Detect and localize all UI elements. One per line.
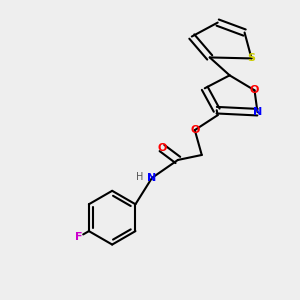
Text: H: H — [136, 172, 143, 182]
Text: N: N — [253, 107, 262, 117]
Text: N: N — [147, 173, 157, 183]
Text: O: O — [250, 85, 259, 95]
Text: O: O — [157, 143, 167, 153]
Text: O: O — [190, 125, 200, 135]
Text: S: S — [248, 53, 256, 63]
Text: F: F — [75, 232, 83, 242]
